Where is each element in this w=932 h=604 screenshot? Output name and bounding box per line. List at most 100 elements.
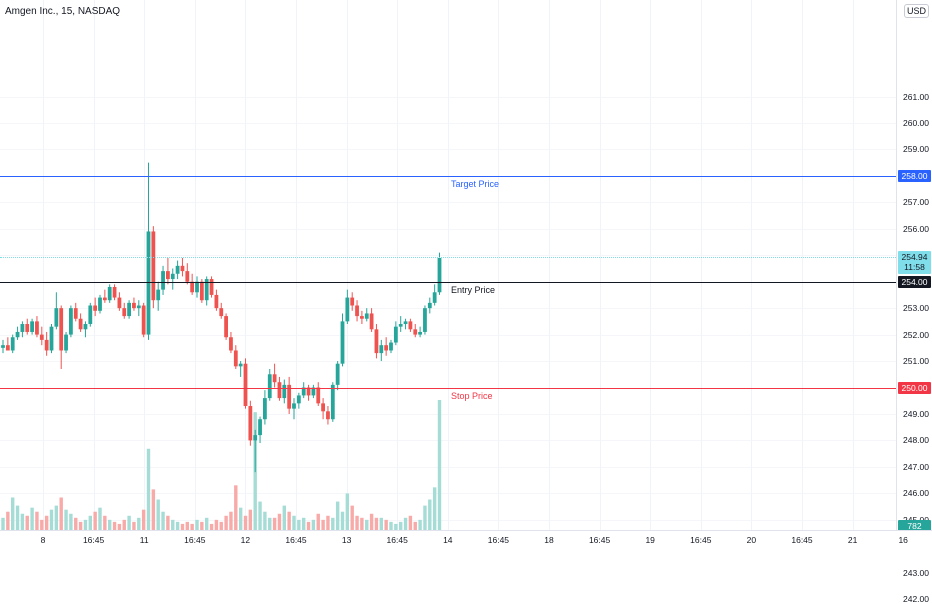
candle[interactable]	[418, 331, 422, 335]
candle[interactable]	[199, 281, 204, 301]
candle[interactable]	[219, 308, 224, 317]
candle[interactable]	[253, 435, 258, 441]
candle[interactable]	[10, 337, 15, 351]
candle[interactable]	[64, 334, 68, 351]
candle[interactable]	[248, 406, 253, 441]
candle[interactable]	[326, 411, 330, 420]
candle[interactable]	[132, 302, 136, 309]
price-chart[interactable]	[0, 0, 896, 530]
candle[interactable]	[427, 302, 432, 309]
candle[interactable]	[296, 395, 301, 404]
candle[interactable]	[59, 308, 64, 351]
candle[interactable]	[408, 321, 413, 330]
candle[interactable]	[292, 403, 296, 409]
candle[interactable]	[258, 419, 262, 436]
candle[interactable]	[170, 273, 175, 280]
candle[interactable]	[83, 324, 88, 330]
candle[interactable]	[437, 257, 442, 293]
candle[interactable]	[330, 384, 335, 420]
candle[interactable]	[238, 363, 243, 367]
candle[interactable]	[311, 387, 316, 396]
candle[interactable]	[156, 289, 161, 301]
candle[interactable]	[335, 363, 340, 385]
candle[interactable]	[49, 326, 54, 351]
entry-price-line[interactable]	[0, 281, 896, 283]
candle[interactable]	[393, 326, 398, 343]
candle[interactable]	[54, 308, 59, 327]
candle[interactable]	[287, 384, 292, 409]
candle[interactable]	[44, 339, 49, 351]
candle[interactable]	[15, 331, 20, 338]
candle[interactable]	[379, 345, 384, 354]
candle[interactable]	[277, 382, 282, 399]
candle[interactable]	[316, 387, 321, 404]
candle[interactable]	[272, 374, 277, 383]
candle[interactable]	[180, 265, 185, 272]
candle[interactable]	[301, 387, 306, 396]
candle[interactable]	[122, 308, 127, 317]
candle[interactable]	[107, 286, 112, 301]
stop-price-line[interactable]	[0, 387, 896, 389]
time-axis[interactable]: 8 16:45 11 16:45 12 16:45 13 16:45 14 16:45 18 16:4…	[0, 530, 932, 551]
candle[interactable]	[374, 329, 379, 354]
candle[interactable]	[175, 265, 180, 274]
candle[interactable]	[364, 313, 369, 319]
candle[interactable]	[185, 271, 190, 282]
candle[interactable]	[73, 308, 78, 319]
candle[interactable]	[432, 292, 437, 303]
chart-area[interactable]: Amgen Inc., 15, NASDAQ Target Price Entr…	[0, 0, 896, 530]
candle[interactable]	[39, 334, 44, 340]
candle[interactable]	[195, 281, 199, 293]
candle[interactable]	[5, 345, 10, 351]
target-price-line[interactable]	[0, 175, 896, 177]
candle[interactable]	[413, 329, 418, 335]
candle[interactable]	[350, 297, 355, 306]
candle[interactable]	[127, 302, 131, 317]
price-axis[interactable]: USD 242.00243.00244.00245.00246.00247.00…	[896, 0, 932, 604]
candle[interactable]	[35, 321, 39, 335]
candle[interactable]	[25, 324, 30, 332]
symbol-title[interactable]: Amgen Inc., 15, NASDAQ	[5, 6, 121, 17]
candle[interactable]	[78, 318, 83, 330]
candle[interactable]	[345, 297, 350, 322]
candle[interactable]	[267, 374, 272, 399]
candle[interactable]	[243, 363, 248, 407]
candle[interactable]	[403, 321, 408, 325]
currency-selector[interactable]: USD	[903, 4, 929, 18]
candle[interactable]	[117, 297, 122, 309]
candle[interactable]	[369, 313, 374, 330]
candle[interactable]	[190, 281, 195, 293]
candle[interactable]	[384, 345, 389, 351]
candle[interactable]	[263, 398, 267, 420]
candle[interactable]	[161, 271, 165, 290]
candle[interactable]	[98, 297, 102, 311]
candle[interactable]	[69, 308, 73, 335]
candle[interactable]	[20, 324, 25, 332]
candle[interactable]	[166, 271, 170, 280]
candle[interactable]	[1, 345, 5, 348]
candle[interactable]	[93, 305, 98, 311]
candle[interactable]	[360, 316, 364, 319]
candle[interactable]	[233, 350, 238, 367]
candle[interactable]	[204, 279, 209, 301]
candle[interactable]	[141, 305, 146, 335]
candle[interactable]	[112, 286, 117, 298]
candle[interactable]	[30, 321, 34, 332]
candle[interactable]	[340, 321, 345, 364]
candle[interactable]	[102, 297, 107, 301]
candle[interactable]	[146, 231, 151, 335]
candle[interactable]	[209, 279, 214, 295]
candle[interactable]	[282, 384, 287, 399]
candle[interactable]	[214, 294, 219, 309]
candle[interactable]	[355, 305, 359, 317]
candle[interactable]	[136, 305, 141, 309]
candle[interactable]	[151, 231, 156, 301]
candle[interactable]	[321, 403, 325, 412]
candle[interactable]	[398, 324, 403, 327]
candle[interactable]	[229, 337, 233, 351]
candle[interactable]	[88, 305, 93, 325]
candle[interactable]	[224, 316, 228, 338]
candle[interactable]	[306, 387, 311, 396]
candle[interactable]	[423, 308, 427, 332]
candle[interactable]	[389, 342, 393, 351]
